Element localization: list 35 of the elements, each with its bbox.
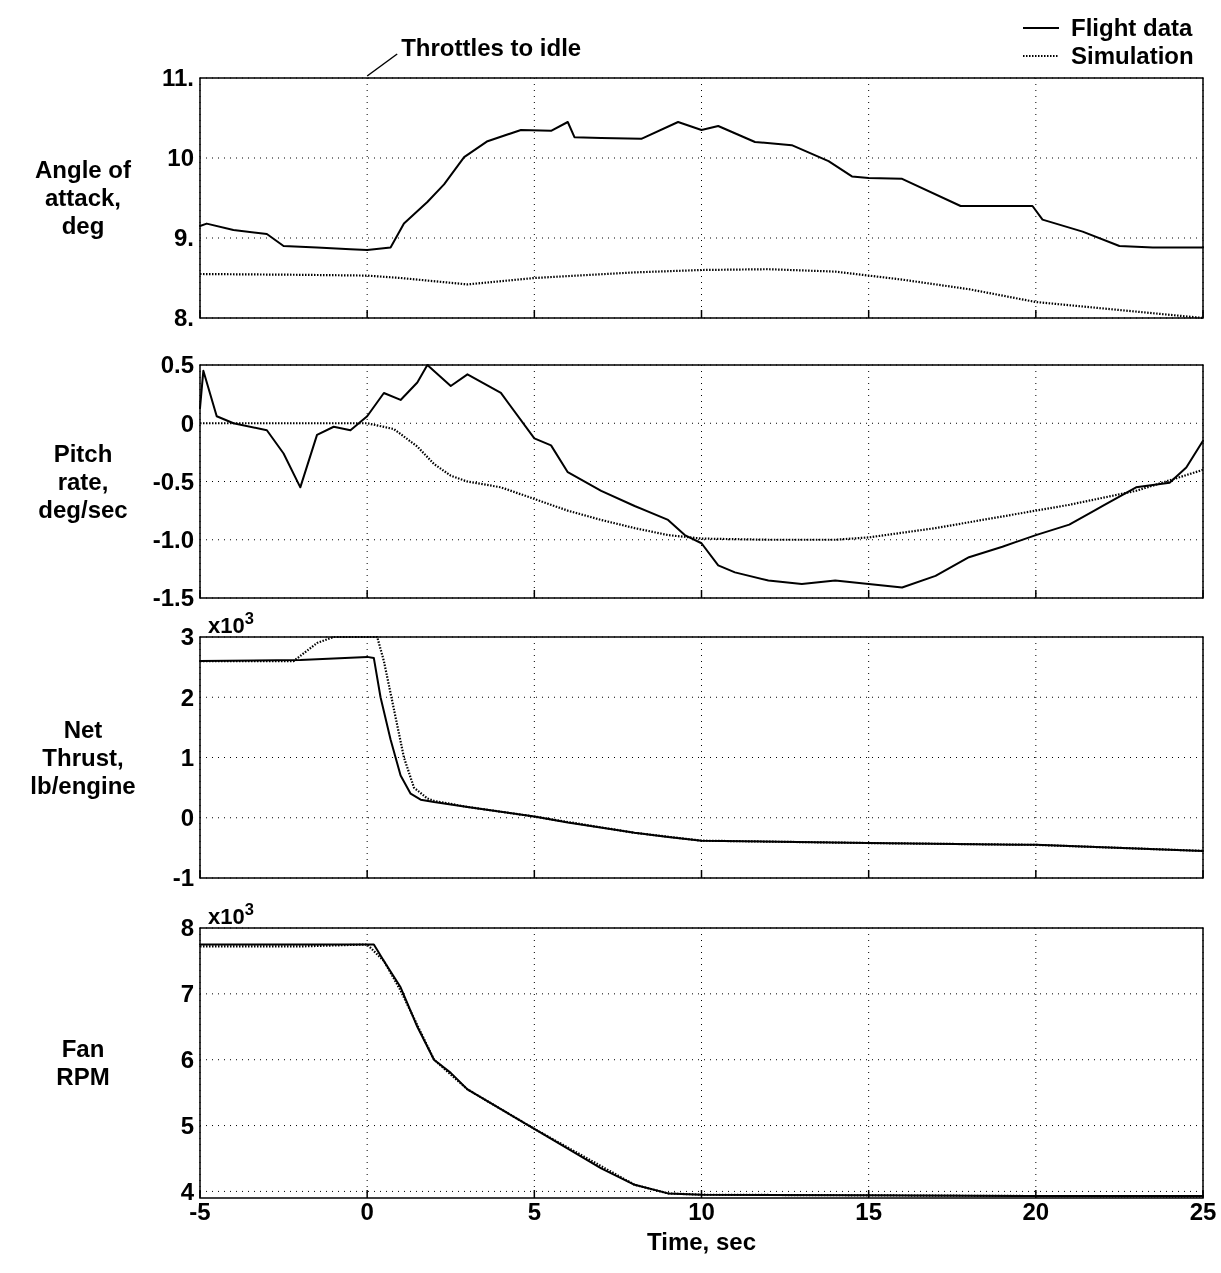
- y-tick-label: 9.: [173, 224, 194, 252]
- y-tick-label: 2: [180, 683, 194, 711]
- y-tick-label: -1: [172, 864, 194, 892]
- y-tick-label: 8.: [173, 304, 194, 332]
- x-axis-title: Time, sec: [647, 1228, 756, 1255]
- y-axis-title: Net Thrust, lb/engine: [30, 715, 136, 799]
- y-tick-label: 0.5: [160, 351, 194, 379]
- y-tick-label: 3: [180, 623, 194, 651]
- y-tick-label: 11.: [161, 64, 194, 92]
- annotation: x10$^{3}$: [208, 900, 254, 929]
- y-tick-label: 5: [180, 1111, 194, 1139]
- y-tick-label: 6: [180, 1046, 194, 1074]
- y-tick-label: 7: [180, 980, 194, 1008]
- y-axis-title: Pitch rate, deg/sec: [38, 439, 128, 523]
- legend-label: Flight data: [1071, 14, 1193, 42]
- legend-label: Simulation: [1071, 42, 1194, 70]
- y-tick-label: -1.5: [152, 584, 194, 612]
- y-tick-label: 10: [167, 144, 194, 172]
- x-tick-label: 5: [527, 1198, 542, 1225]
- x-tick-label: 20: [1022, 1198, 1050, 1225]
- x-tick-label: 10: [688, 1198, 715, 1225]
- y-axis-title: Angle of attack, deg: [35, 156, 132, 240]
- annotation: x10$^{3}$: [208, 609, 254, 638]
- y-tick-label: 0: [180, 804, 194, 832]
- y-tick-label: 0: [180, 409, 194, 437]
- y-axis-title: Fan RPM: [56, 1035, 110, 1091]
- y-tick-label: 4: [180, 1177, 195, 1205]
- x-tick-label: 0: [360, 1198, 374, 1225]
- y-tick-label: -0.5: [152, 467, 194, 495]
- x-tick-label: 25: [1189, 1198, 1217, 1225]
- y-tick-label: 8: [180, 914, 194, 942]
- y-tick-label: -1.0: [152, 526, 194, 554]
- x-tick-label: 15: [855, 1198, 883, 1225]
- text: Throttles to idle: [401, 34, 582, 61]
- y-tick-label: 1: [180, 743, 194, 771]
